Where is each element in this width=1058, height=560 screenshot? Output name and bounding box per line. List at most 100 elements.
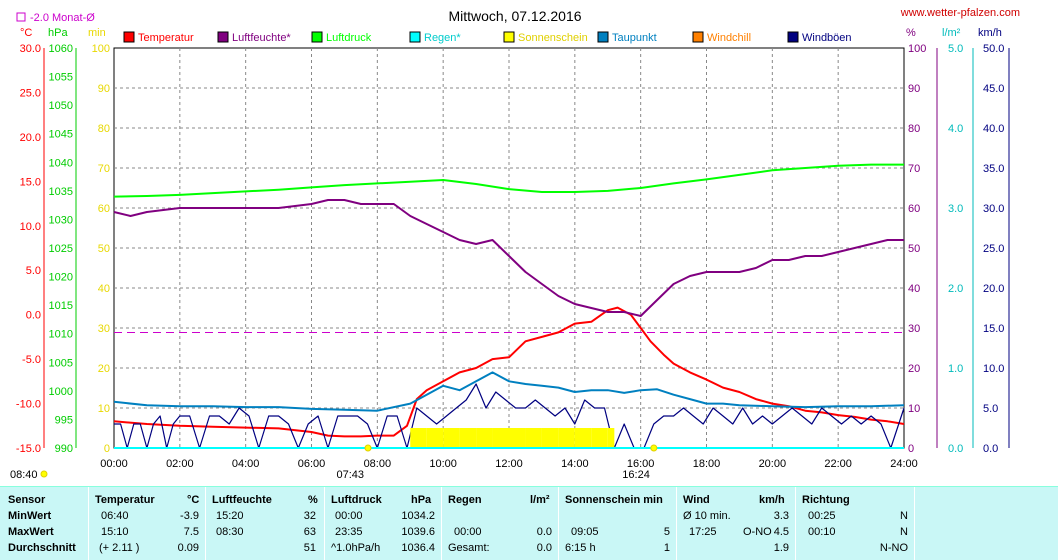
col-rain: Regen l/m² 00:00 0.0 Gesamt: 0.0 — [442, 487, 559, 560]
header-direction: Richtung — [802, 494, 850, 506]
wind-unit: km/h — [978, 27, 1002, 39]
hum-min-time: 15:20 — [216, 510, 244, 522]
legend-label: Luftdruck — [326, 32, 372, 44]
sunshine-bar — [607, 428, 615, 448]
sunrise-label: 07:43 — [336, 469, 364, 481]
temp-tick-label: 30.0 — [20, 43, 41, 55]
sun-total-duration: 6:15 h — [565, 542, 596, 554]
humidity-tick-label: 30 — [908, 323, 920, 335]
rain-tick-label: 5.0 — [948, 43, 963, 55]
temp-tick-label: -5.0 — [22, 354, 41, 366]
col-sensor: Sensor MinWert MaxWert Durchschnitt — [0, 487, 89, 560]
temp-tick-label: 25.0 — [20, 87, 41, 99]
x-tick-label: 08:00 — [364, 458, 392, 470]
col-pressure: Luftdruck hPa 00:00 1034.2 23:35 1039.6 … — [325, 487, 442, 560]
wind-max-direction: O-NO — [743, 526, 772, 538]
chart-title: Mittwoch, 07.12.2016 — [448, 8, 581, 24]
series-taupunkt — [113, 371, 905, 412]
wind-max-time: 17:25 — [689, 526, 717, 538]
sunshine-tick-label: 100 — [92, 43, 110, 55]
wind-max-value: 4.5 — [773, 526, 789, 538]
press-avg-value: 1036.4 — [401, 542, 435, 554]
temp-tick-label: 15.0 — [20, 176, 41, 188]
temp-min-value: -3.9 — [180, 510, 199, 522]
header-pressure: Luftdruck — [331, 494, 382, 506]
sunshine-bar — [443, 428, 460, 448]
pressure-tick-label: 1010 — [49, 329, 73, 341]
rain-max-time: 00:00 — [454, 526, 482, 538]
stats-table: Sensor MinWert MaxWert Durchschnitt Temp… — [0, 486, 1058, 560]
x-tick-label: 00:00 — [100, 458, 128, 470]
header-humidity-unit: % — [308, 494, 318, 506]
pressure-tick-label: 1050 — [49, 100, 73, 112]
series-temperatur — [113, 306, 905, 438]
temp-tick-label: 20.0 — [20, 132, 41, 144]
pressure-tick-label: 1000 — [49, 386, 73, 398]
pressure-tick-label: 995 — [55, 414, 73, 426]
row-label-avg: Durchschnitt — [8, 542, 76, 554]
axis-units: °C hPa min % l/m² km/h — [20, 27, 1002, 39]
pressure-tick-label: 1025 — [49, 243, 73, 255]
x-tick-label: 24:00 — [890, 458, 918, 470]
x-tick-label: 10:00 — [429, 458, 457, 470]
sunshine-bar — [558, 428, 575, 448]
sun-max-value: 5 — [663, 526, 670, 538]
series-windben — [114, 383, 905, 449]
sunshine-tick-label: 60 — [98, 203, 110, 215]
legend-label: Regen* — [424, 32, 461, 44]
sunshine-bar — [509, 428, 526, 448]
dir-avg-value: N-NO — [879, 542, 908, 554]
wind-tick-label: 50.0 — [983, 43, 1004, 55]
tick-labels: 30.0 25.0 20.0 15.0 10.0 5.0 0.0 -5.0 -10.0 -15.0… — [16, 43, 1005, 470]
col-temperature: Temperatur °C 06:40 -3.9 15:10 7.5 (+ 2.… — [89, 487, 206, 560]
legend-swatch — [787, 31, 799, 43]
sunshine-unit: min — [88, 27, 106, 39]
sunrise-marker — [364, 444, 372, 452]
hum-max-time: 08:30 — [216, 526, 244, 538]
moon-label: 08:40 — [10, 469, 38, 481]
legend-swatch — [123, 31, 135, 43]
humidity-tick-label: 40 — [908, 283, 920, 295]
pressure-tick-label: 1060 — [49, 43, 73, 55]
temp-tick-label: -10.0 — [16, 399, 41, 411]
pressure-tick-label: 1020 — [49, 272, 73, 284]
row-label-max: MaxWert — [8, 526, 54, 538]
sun-max-time: 09:05 — [571, 526, 599, 538]
header-rain: Regen — [448, 494, 482, 506]
press-max-value: 1039.6 — [401, 526, 435, 538]
rain-max-value: 0.0 — [536, 526, 552, 538]
x-tick-label: 02:00 — [166, 458, 194, 470]
sunshine-bar — [541, 428, 559, 448]
grid — [43, 47, 1010, 449]
sun-moon-events: 07:43 16:24 08:40 — [10, 444, 658, 481]
humidity-tick-label: 50 — [908, 243, 920, 255]
header-pressure-unit: hPa — [411, 494, 432, 506]
wind-tick-label: 40.0 — [983, 123, 1004, 135]
dir-min-value: N — [900, 510, 908, 522]
temp-tick-label: 5.0 — [26, 265, 41, 277]
hum-min-value: 32 — [303, 510, 316, 522]
rain-tick-label: 4.0 — [948, 123, 963, 135]
title-group: Mittwoch, 07.12.2016 www.wetter-pfalzen.… — [16, 7, 1020, 24]
wind-tick-label: 5.0 — [983, 403, 998, 415]
legend-label: Sonnenschein — [518, 32, 588, 44]
temp-unit: °C — [20, 27, 32, 39]
pressure-tick-label: 1055 — [49, 72, 73, 84]
x-tick-label: 18:00 — [693, 458, 721, 470]
temp-tick-label: 0.0 — [26, 310, 41, 322]
sunshine-bar — [591, 428, 608, 448]
temp-tick-label: -15.0 — [16, 443, 41, 455]
source-url: www.wetter-pfalzen.com — [900, 7, 1020, 19]
rain-total-value: 0.0 — [536, 542, 552, 554]
temp-avg-trend: (+ 2.11 ) — [99, 542, 140, 554]
col-direction: Richtung 00:25 N 00:10 N N-NO — [796, 487, 915, 560]
wind-tick-label: 30.0 — [983, 203, 1004, 215]
sunshine-tick-label: 80 — [98, 123, 110, 135]
legend-swatch — [503, 31, 515, 43]
x-tick-label: 04:00 — [232, 458, 260, 470]
rain-tick-label: 3.0 — [948, 203, 963, 215]
sunshine-bar — [574, 428, 592, 448]
legend-swatch — [217, 31, 229, 43]
monthly-avg-icon — [16, 12, 26, 22]
row-label-min: MinWert — [8, 510, 52, 522]
